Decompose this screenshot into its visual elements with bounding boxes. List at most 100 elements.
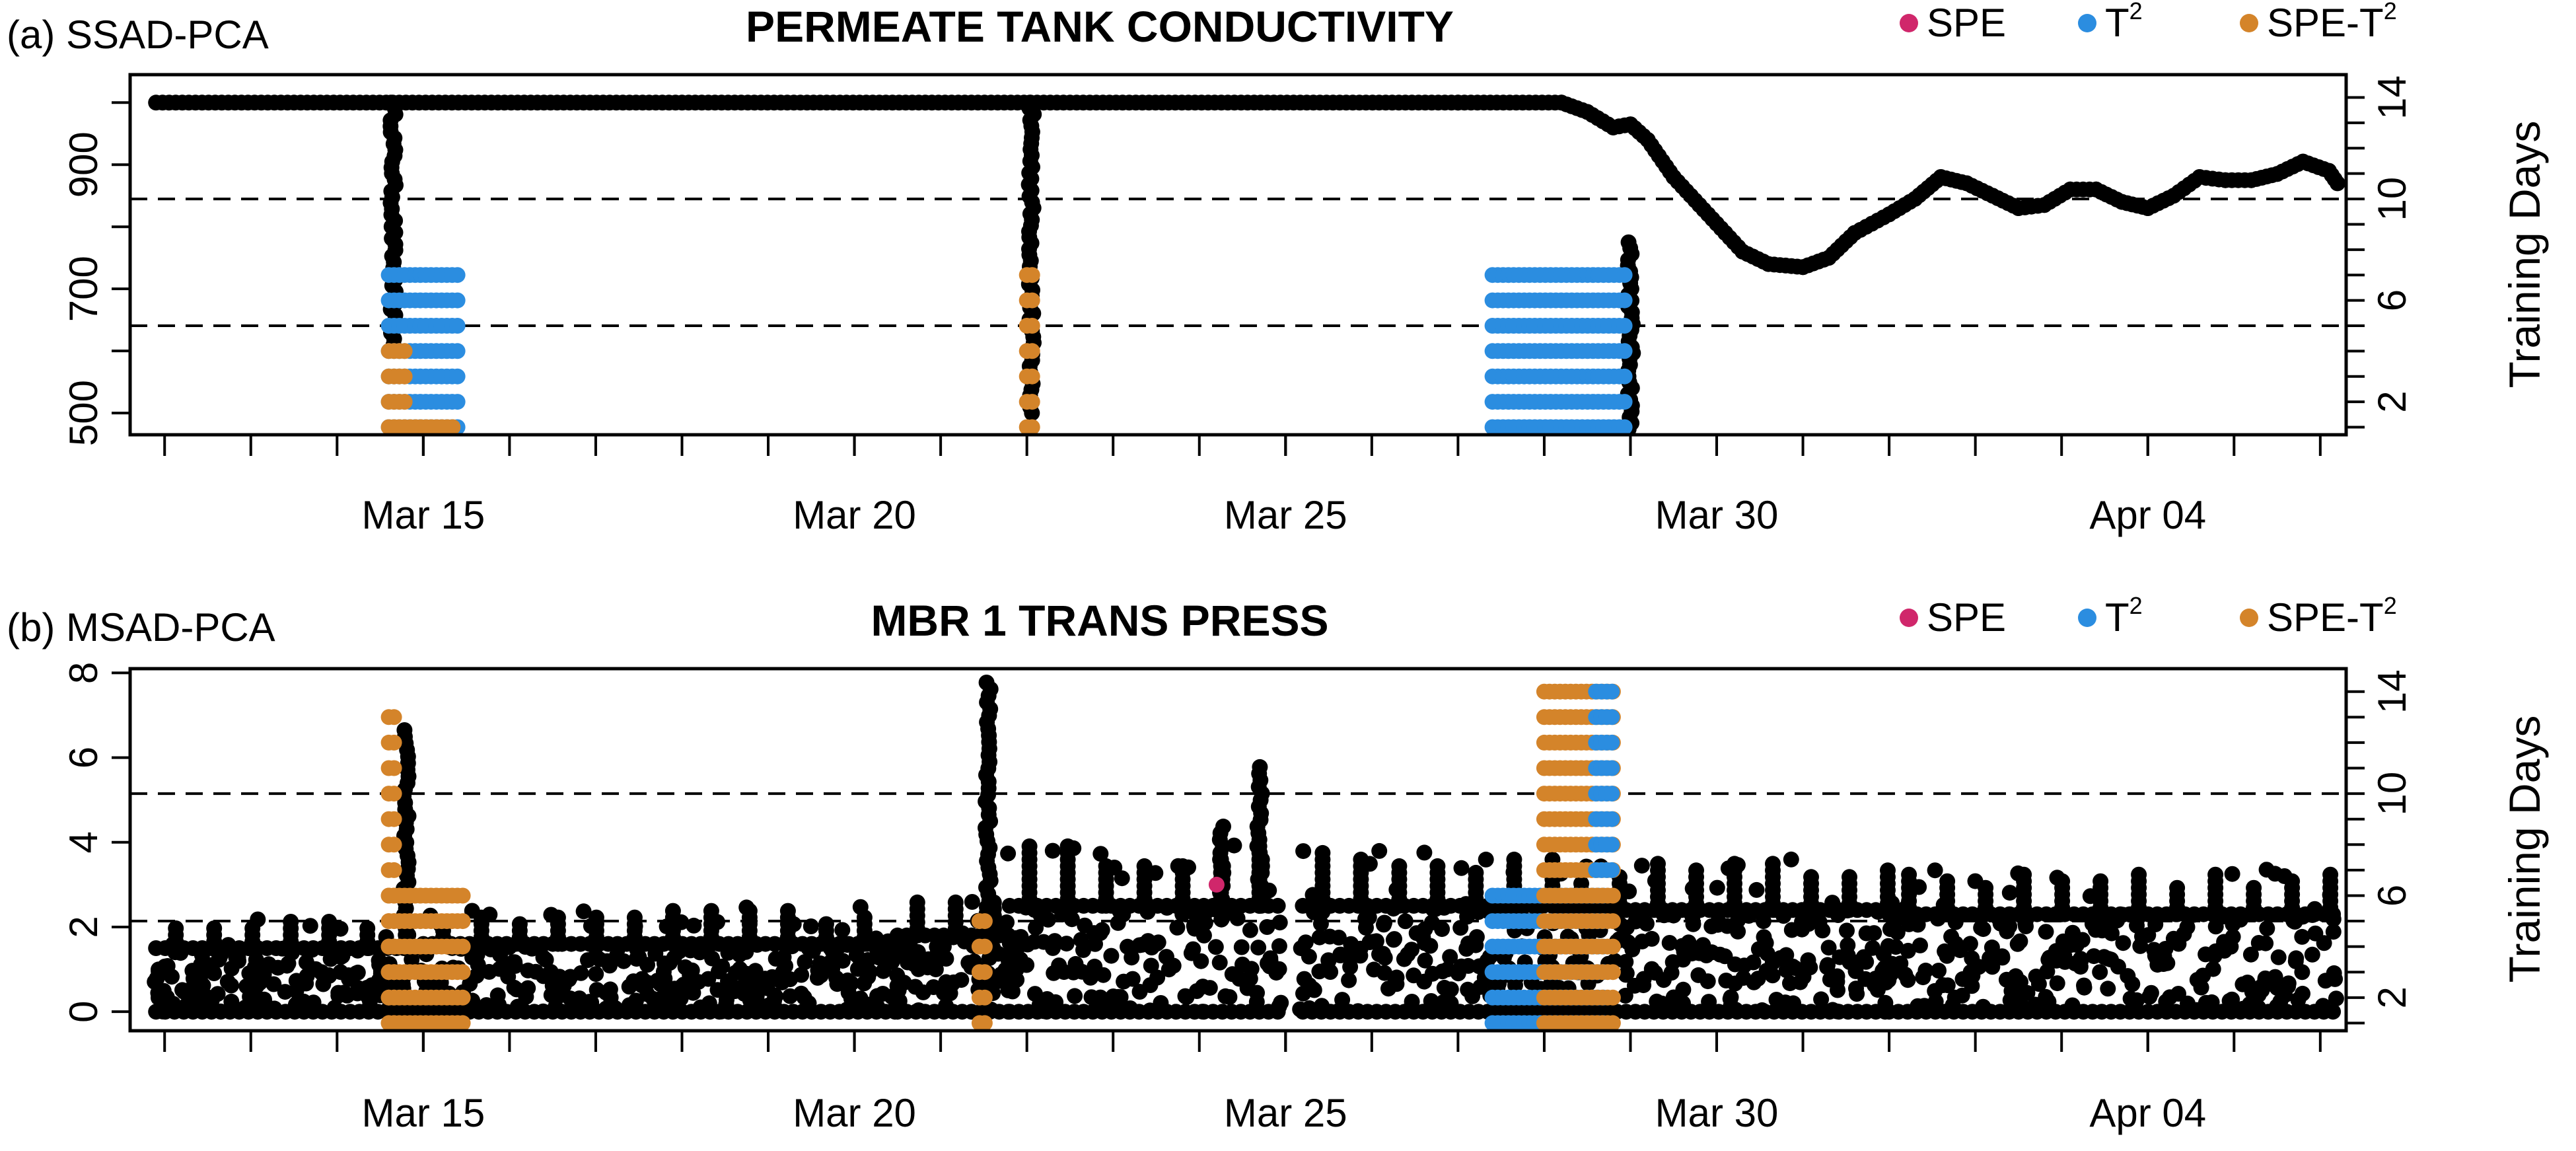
data-point (164, 969, 180, 985)
data-point (1165, 957, 1182, 974)
alarm-marker-t2 (1604, 683, 1620, 700)
data-point (1169, 919, 1186, 936)
data-point (1271, 914, 1288, 931)
data-point (2141, 988, 2158, 1005)
data-point (1663, 965, 1680, 981)
data-point (1397, 913, 1413, 930)
data-point (1201, 980, 1218, 996)
data-point (2327, 971, 2343, 987)
x-tick-label: Mar 20 (793, 493, 916, 537)
data-point (2049, 975, 2065, 992)
data-point (1120, 938, 1135, 955)
data-point (1730, 923, 1746, 940)
alarm-marker-spe-t2 (976, 938, 993, 955)
data-point (1083, 969, 1098, 986)
data-point (1021, 838, 1038, 854)
data-point (1888, 939, 1904, 955)
alarm-marker-t2 (449, 394, 466, 410)
data-point (884, 954, 900, 970)
legend-item-t2: T2 (2078, 592, 2143, 640)
data-point (575, 903, 592, 920)
data-point (1376, 916, 1392, 933)
y-tick-label: 8 (61, 662, 106, 684)
y2-tick-label: 6 (2370, 885, 2414, 907)
alarm-marker-spe-t2 (386, 760, 402, 776)
data-point (1404, 994, 1420, 1010)
data-point (1680, 934, 1697, 951)
alarm-marker-spe-t2 (396, 368, 413, 385)
data-point (1174, 858, 1191, 874)
data-point (266, 976, 282, 992)
alarm-marker-spe-t2 (454, 913, 471, 930)
data-point (1114, 870, 1130, 887)
data-point (2074, 932, 2091, 948)
y-tick-label: 900 (61, 131, 106, 198)
data-point (718, 996, 734, 1012)
panel-b-plot-frame (128, 667, 2348, 1033)
data-point (2284, 873, 2301, 889)
data-point (511, 916, 528, 932)
data-point (1618, 965, 1635, 982)
data-point (1915, 969, 1931, 986)
data-point (1954, 987, 1970, 1004)
data-point (1207, 939, 1224, 955)
data-point (1320, 962, 1337, 979)
data-point (1092, 989, 1108, 1006)
data-point (1638, 915, 1655, 932)
data-point (1136, 858, 1153, 874)
data-point (1095, 967, 1112, 983)
data-point (1417, 952, 1433, 969)
data-point (2203, 994, 2220, 1010)
data-point (1000, 845, 1017, 862)
alarm-marker-t2 (1604, 709, 1620, 725)
data-point (2259, 920, 2275, 937)
data-point (473, 909, 489, 926)
data-point (1962, 936, 1978, 952)
alarm-marker-spe-t2 (1604, 989, 1621, 1006)
alarm-marker-t2 (1616, 292, 1633, 309)
alarm-marker-spe-t2 (386, 836, 402, 853)
alarm-marker-spe-t2 (1024, 267, 1040, 283)
y-tick-label: 4 (61, 831, 106, 853)
data-point (1342, 959, 1359, 975)
data-point (1386, 931, 1402, 947)
data-point (2225, 928, 2241, 945)
data-point (1755, 913, 1771, 930)
alarm-marker-spe-t2 (454, 887, 471, 904)
legend-swatch (2078, 609, 2096, 627)
data-point (206, 920, 223, 936)
x-tick-label: Mar 20 (793, 1091, 916, 1135)
panel-b-title: MBR 1 TRANS PRESS (871, 596, 1328, 645)
data-point (999, 914, 1015, 930)
data-point (1375, 946, 1391, 962)
alarm-marker-t2 (1616, 419, 1633, 435)
data-point (1027, 986, 1043, 1002)
data-point (396, 722, 413, 738)
data-point (1478, 851, 1494, 868)
data-point (1792, 974, 1808, 990)
alarm-marker-spe-t2 (454, 938, 471, 955)
alarm-marker-spe-t2 (1604, 1015, 1621, 1031)
data-point (1939, 873, 1956, 889)
data-point (302, 918, 318, 934)
alarm-marker-spe-t2 (1024, 419, 1040, 435)
alarm-marker-spe-t2 (1604, 938, 1621, 955)
data-point (1028, 920, 1044, 936)
data-point (573, 965, 589, 981)
data-point (1149, 969, 1166, 986)
data-point (1429, 858, 1446, 874)
alarm-marker-spe-t2 (396, 394, 413, 410)
data-point (639, 957, 655, 973)
data-point (1813, 991, 1830, 1008)
data-point (1416, 844, 1433, 861)
data-point (2179, 919, 2196, 936)
data-point (223, 977, 239, 994)
data-point (2205, 961, 2221, 977)
data-point (2054, 873, 2071, 889)
data-point (2156, 948, 2172, 965)
data-point (1059, 838, 1076, 854)
panel-a-x-axis: Mar 15 Mar 20 Mar 25 Mar 30 Apr 04 (163, 435, 2322, 537)
alarm-marker-t2 (449, 292, 466, 309)
data-point (1840, 937, 1856, 953)
data-point (1468, 929, 1485, 946)
